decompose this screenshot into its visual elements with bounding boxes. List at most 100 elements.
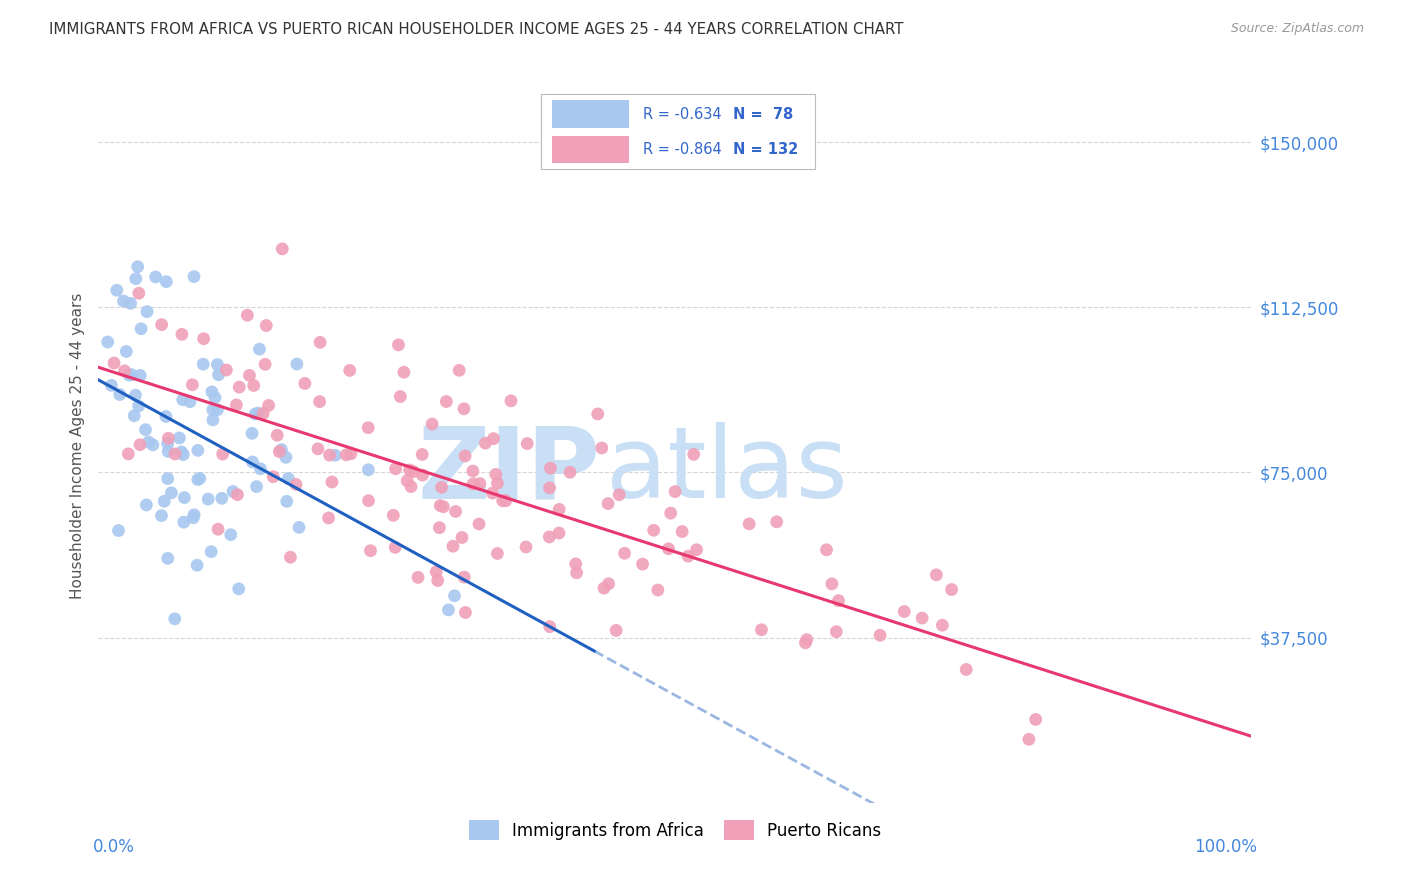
Point — [392, 365, 415, 379]
Point — [249, 342, 271, 356]
Point — [339, 363, 361, 377]
Point — [228, 582, 250, 596]
Point — [153, 494, 176, 508]
Point — [911, 611, 934, 625]
Point — [285, 357, 308, 371]
Point — [434, 394, 457, 409]
Point — [181, 377, 204, 392]
Point — [453, 570, 475, 584]
Point — [441, 539, 464, 553]
Point — [538, 530, 561, 544]
Point — [425, 565, 447, 579]
Point — [664, 484, 686, 499]
Point — [643, 523, 665, 537]
Point — [288, 520, 311, 534]
Point — [145, 270, 167, 285]
Point — [751, 623, 773, 637]
Point — [122, 409, 145, 423]
Point — [285, 477, 308, 491]
Point — [827, 593, 849, 607]
Point — [294, 376, 316, 391]
Point — [100, 378, 122, 392]
Point — [277, 471, 299, 485]
Point — [187, 443, 209, 458]
Point — [142, 438, 165, 452]
Point — [271, 242, 294, 256]
Y-axis label: Householder Income Ages 25 - 44 years: Householder Income Ages 25 - 44 years — [69, 293, 84, 599]
Point — [245, 480, 267, 494]
Point — [266, 428, 288, 442]
Point — [269, 444, 291, 458]
Point — [398, 463, 420, 477]
Point — [538, 461, 561, 475]
Point — [200, 544, 222, 558]
Legend: Immigrants from Africa, Puerto Ricans: Immigrants from Africa, Puerto Ricans — [460, 812, 890, 848]
Point — [495, 493, 517, 508]
Point — [443, 589, 465, 603]
Point — [187, 473, 209, 487]
Point — [201, 402, 224, 417]
Point — [193, 357, 215, 371]
Point — [112, 293, 135, 308]
Point — [340, 447, 363, 461]
Text: 100.0%: 100.0% — [1194, 838, 1257, 856]
FancyBboxPatch shape — [553, 136, 628, 163]
Point — [252, 406, 274, 420]
Point — [179, 394, 201, 409]
Point — [172, 448, 194, 462]
Point — [97, 334, 120, 349]
Point — [499, 393, 522, 408]
Point — [183, 269, 205, 284]
Point — [181, 510, 204, 524]
Point — [463, 476, 485, 491]
Point — [207, 522, 229, 536]
Point — [156, 551, 179, 566]
Point — [117, 447, 139, 461]
Point — [607, 488, 630, 502]
Point — [170, 327, 193, 342]
Text: ZIP: ZIP — [418, 423, 600, 519]
Point — [357, 420, 380, 434]
Text: IMMIGRANTS FROM AFRICA VS PUERTO RICAN HOUSEHOLDER INCOME AGES 25 - 44 YEARS COR: IMMIGRANTS FROM AFRICA VS PUERTO RICAN H… — [49, 22, 904, 37]
Point — [676, 549, 699, 564]
Point — [197, 491, 219, 506]
Point — [274, 450, 297, 465]
Point — [204, 391, 226, 405]
Point — [430, 480, 453, 494]
Point — [150, 508, 173, 523]
Point — [243, 407, 266, 421]
Point — [236, 308, 259, 322]
Point — [647, 582, 669, 597]
Text: atlas: atlas — [606, 423, 848, 519]
Point — [228, 380, 250, 394]
Point — [538, 481, 561, 495]
Point — [432, 500, 454, 514]
Text: N = 132: N = 132 — [734, 142, 799, 157]
Point — [485, 467, 508, 482]
Point — [242, 378, 264, 392]
Point — [454, 449, 477, 463]
Point — [188, 471, 211, 485]
Point — [121, 368, 143, 382]
Point — [449, 363, 471, 377]
Point — [308, 394, 330, 409]
Point — [254, 318, 277, 333]
Point — [474, 436, 496, 450]
Point — [222, 484, 245, 499]
Point — [486, 476, 509, 491]
Point — [105, 283, 128, 297]
Point — [238, 368, 260, 383]
Point — [201, 384, 224, 399]
Point — [420, 417, 443, 431]
Point — [155, 409, 177, 424]
Point — [270, 442, 292, 457]
Point — [323, 448, 346, 462]
Point — [869, 628, 891, 642]
Point — [254, 357, 277, 371]
Point — [207, 358, 229, 372]
Point — [492, 493, 515, 508]
Point — [941, 582, 963, 597]
Point — [596, 497, 619, 511]
Point — [108, 387, 131, 401]
Point — [955, 663, 977, 677]
